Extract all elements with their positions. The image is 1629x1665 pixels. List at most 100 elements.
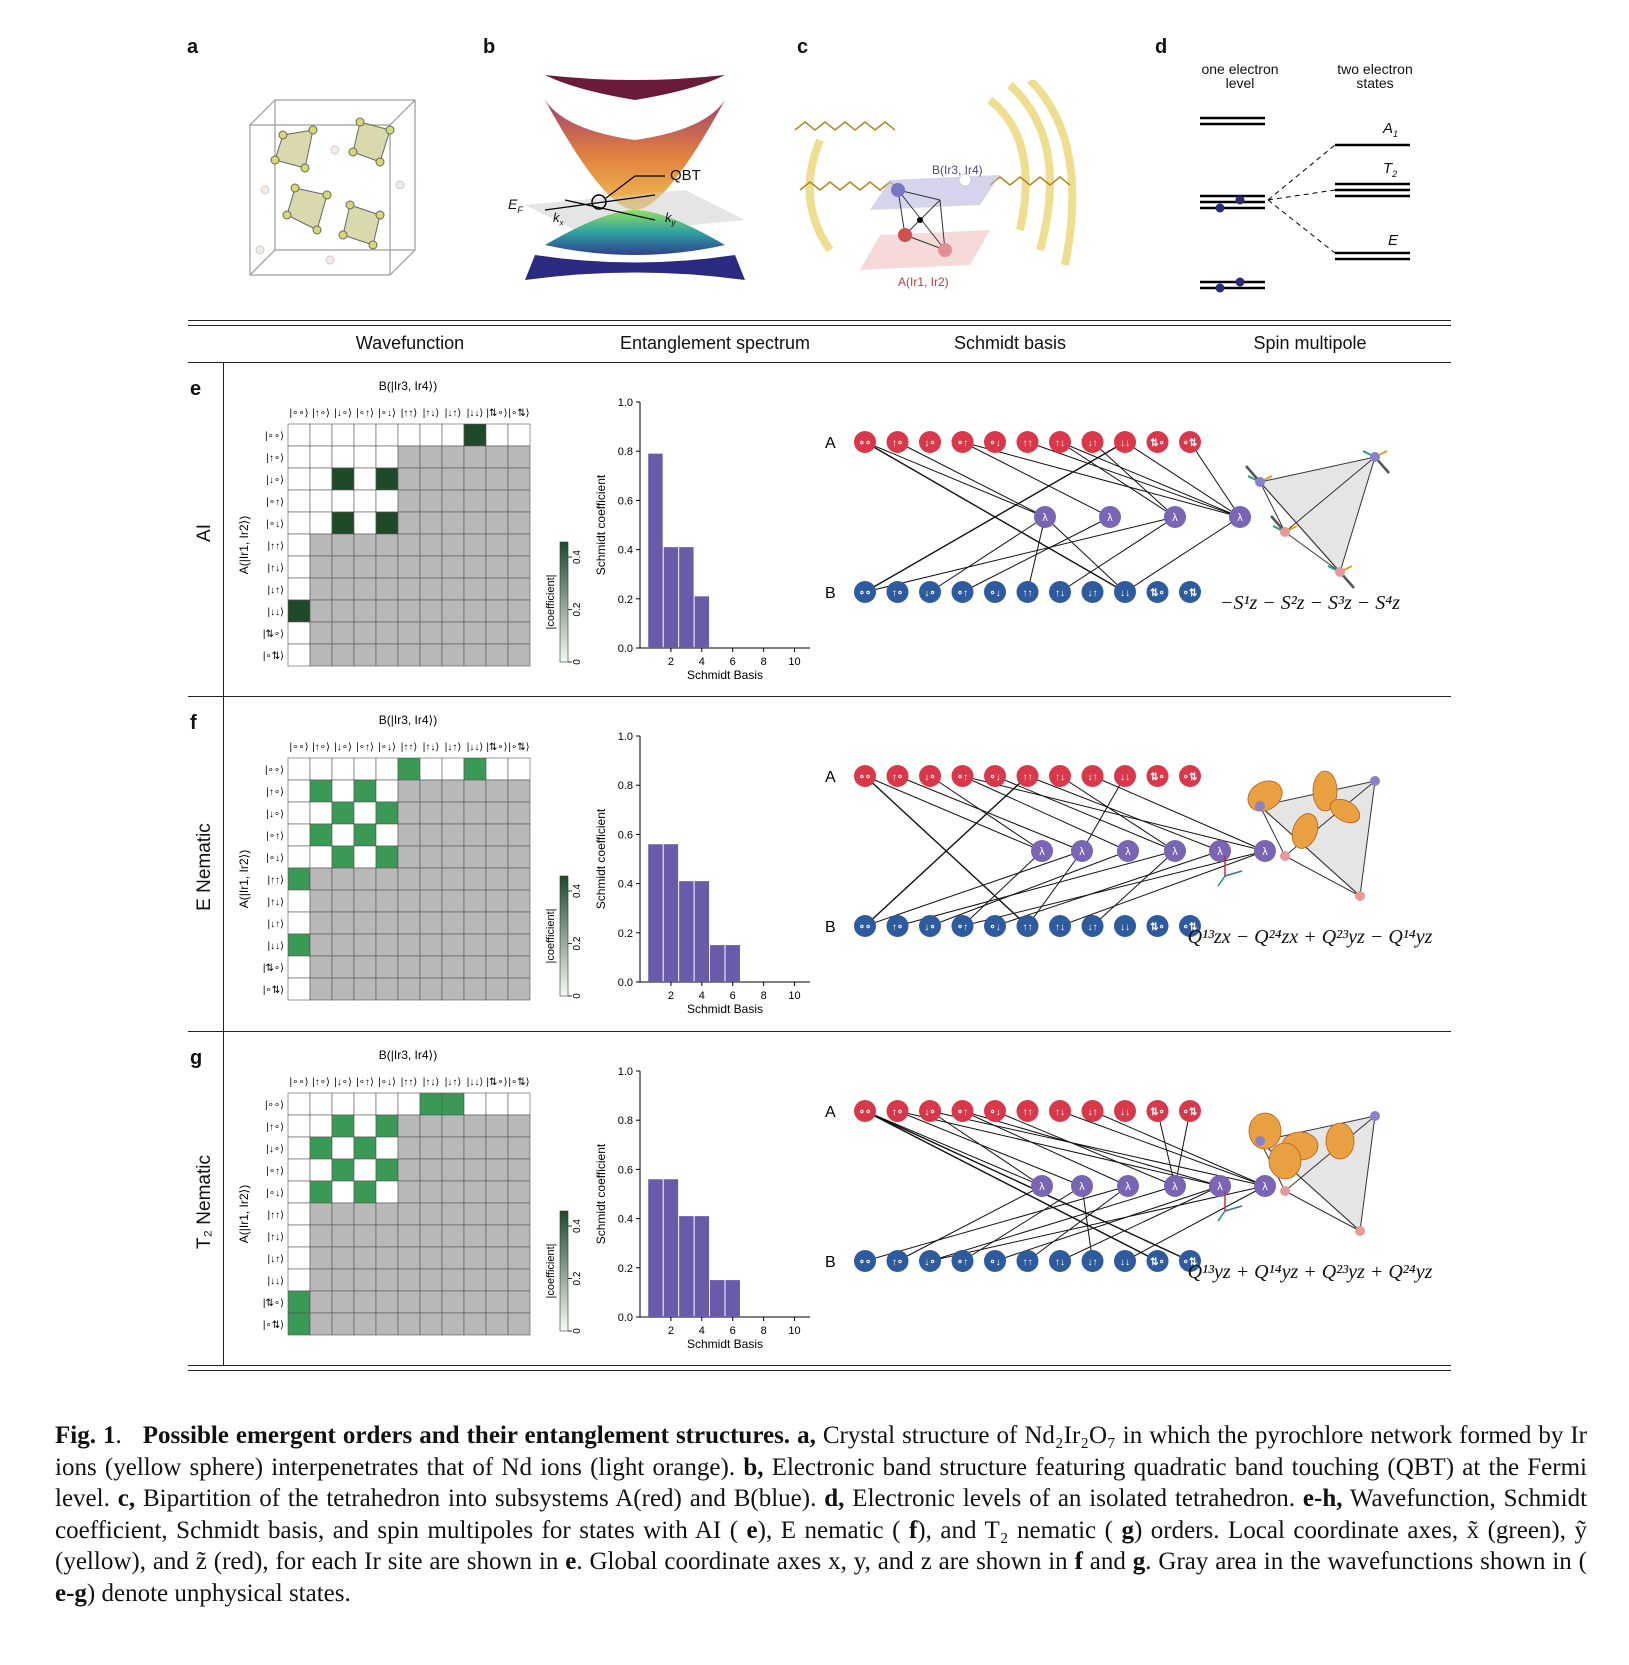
y-tick-label: 0.4 <box>618 879 633 891</box>
matrix-cell <box>331 867 355 891</box>
matrix-cell <box>375 1224 399 1248</box>
col-state-label: |∘↓⟩ <box>378 742 396 753</box>
matrix-cell <box>353 779 377 803</box>
matrix-cell <box>375 1202 399 1226</box>
matrix-cell <box>441 643 465 667</box>
lambda-node <box>1229 506 1251 528</box>
bar <box>663 844 679 982</box>
basis-node <box>951 581 974 603</box>
svg-text:↑↑: ↑↑ <box>1023 1107 1033 1118</box>
matrix-cell <box>353 533 377 557</box>
matrix-cell <box>309 801 333 825</box>
matrix-cell <box>419 977 443 1001</box>
x-axis-title: Schmidt Basis <box>687 1337 763 1351</box>
basis-node <box>1081 765 1104 787</box>
matrix-cell <box>287 1246 311 1270</box>
matrix-cell <box>287 445 311 469</box>
matrix-cell <box>397 1136 421 1160</box>
matrix-cell <box>331 489 355 513</box>
matrix-cell <box>397 1092 421 1116</box>
matrix-cell <box>309 1224 333 1248</box>
caption-text-1: Electronic band structure featuring quad… <box>55 1453 1587 1513</box>
matrix-cell <box>463 911 487 935</box>
panel-label-c: c <box>797 36 809 58</box>
basis-node <box>951 1100 974 1122</box>
col-state-label: |⇅∘⟩ <box>486 1077 507 1088</box>
lambda-node <box>1071 1175 1093 1197</box>
matrix-cell <box>419 489 443 513</box>
matrix-cell <box>353 1224 377 1248</box>
matrix-cell <box>397 489 421 513</box>
matrix-cell <box>331 757 355 781</box>
panel-label-d: d <box>1155 36 1168 58</box>
matrix-cell <box>419 1246 443 1270</box>
ky-label: ky <box>665 210 676 228</box>
matrix-cell <box>419 445 443 469</box>
matrix-cell <box>353 643 377 667</box>
basis-node <box>1049 1100 1071 1122</box>
column-header-spin-multipole: Spin multipole <box>1253 333 1367 353</box>
matrix-cell <box>507 423 531 447</box>
matrix-cell <box>485 955 509 979</box>
basis-node <box>919 1250 941 1272</box>
matrix-cell <box>485 801 509 825</box>
matrix-cell <box>441 955 465 979</box>
colorbar <box>559 541 569 663</box>
matrix-cell <box>287 1202 311 1226</box>
matrix-cell <box>463 1136 487 1160</box>
matrix-cell <box>287 1114 311 1138</box>
colorbar-tick: 0 <box>572 1328 583 1334</box>
matrix-cell <box>419 779 443 803</box>
matrix-cell <box>419 577 443 601</box>
matrix-cell <box>287 889 311 913</box>
matrix-cell <box>331 533 355 557</box>
matrix-cell <box>287 577 311 601</box>
basis-node <box>1179 765 1201 787</box>
matrix-cell <box>309 779 333 803</box>
bar <box>679 881 694 982</box>
matrix-cell <box>353 445 377 469</box>
col-state-label: |↑∘⟩ <box>312 1077 330 1088</box>
row-state-label: |↑∘⟩ <box>266 787 284 798</box>
matrix-cell <box>463 1268 487 1292</box>
matrix-cell <box>309 1290 333 1314</box>
matrix-cell <box>463 555 487 579</box>
matrix-cell <box>463 757 487 781</box>
matrix-cell <box>353 933 377 957</box>
matrix-cell <box>353 555 377 579</box>
svg-text:λ: λ <box>1217 1181 1223 1193</box>
qbt-label: QBT <box>670 167 701 184</box>
matrix-cell <box>309 555 333 579</box>
basis-node <box>854 431 876 453</box>
basis-node <box>1114 581 1136 603</box>
matrix-cell <box>441 445 465 469</box>
matrix-cell <box>287 1312 311 1336</box>
col-state-label: |⇅∘⟩ <box>486 408 507 419</box>
matrix-cell <box>463 1180 487 1204</box>
col-state-label: |↑↓⟩ <box>423 1077 440 1088</box>
caption-bold-4: e-h, <box>1302 1485 1343 1512</box>
row-state-label: |∘⇅⟩ <box>263 985 284 996</box>
matrix-cell <box>507 1312 531 1336</box>
spin-multipole-image-e <box>1245 450 1390 589</box>
x-tick-label: 8 <box>761 1325 767 1337</box>
matrix-cell <box>441 511 465 535</box>
svg-text:∘↓: ∘↓ <box>989 1107 1000 1118</box>
matrix-cell <box>353 511 377 535</box>
matrix-cell <box>331 423 355 447</box>
basis-node <box>984 915 1006 937</box>
bar <box>694 881 710 982</box>
basis-node <box>1114 915 1136 937</box>
matrix-cell <box>485 911 509 935</box>
x-tick-label: 8 <box>761 656 767 668</box>
svg-text:↑↓: ↑↓ <box>1055 772 1065 783</box>
svg-text:λ: λ <box>1237 512 1243 524</box>
matrix-cell <box>507 467 531 491</box>
svg-text:∘↓: ∘↓ <box>989 1257 1000 1268</box>
matrix-cell <box>375 423 399 447</box>
svg-text:↓∘: ↓∘ <box>924 922 935 933</box>
x-tick-label: 10 <box>788 990 800 1002</box>
matrix-cell <box>397 643 421 667</box>
matrix-cell <box>353 955 377 979</box>
matrix-cell <box>287 621 311 645</box>
